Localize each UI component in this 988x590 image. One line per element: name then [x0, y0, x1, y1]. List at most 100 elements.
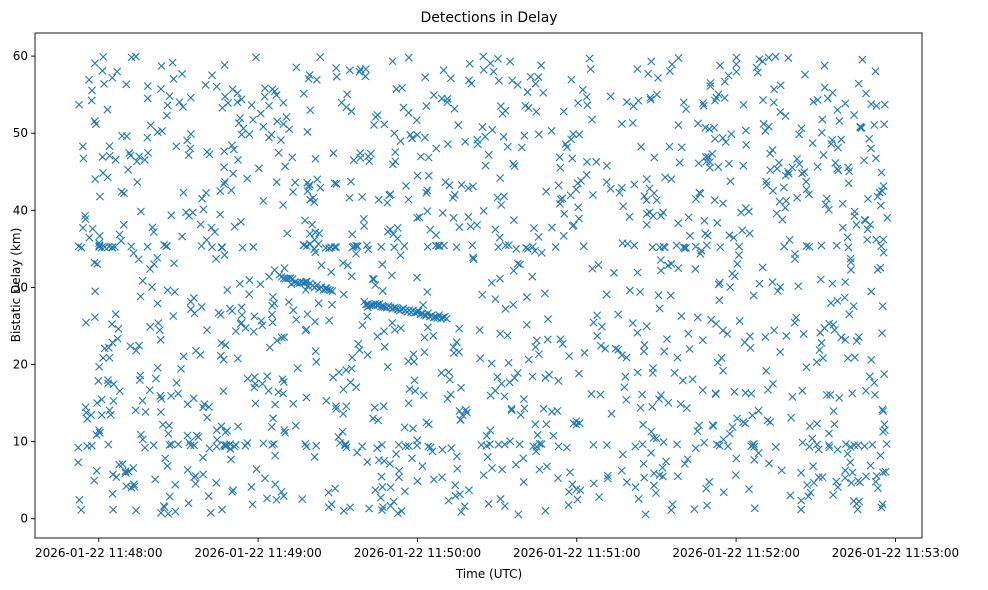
- scatter-point: [301, 216, 310, 225]
- scatter-point: [178, 69, 187, 78]
- scatter-point: [361, 65, 370, 74]
- scatter-point: [429, 331, 438, 340]
- scatter-point: [640, 473, 649, 482]
- scatter-point: [330, 243, 339, 252]
- scatter-point: [821, 200, 830, 209]
- scatter-point: [267, 422, 276, 431]
- scatter-point: [843, 354, 852, 363]
- scatter-point: [103, 376, 112, 385]
- x-tick-label: 2026-01-22 11:50:00: [354, 546, 481, 560]
- scatter-point: [641, 510, 650, 519]
- scatter-point: [554, 181, 563, 190]
- scatter-point: [268, 440, 277, 449]
- scatter-point: [720, 93, 729, 102]
- scatter-point: [715, 296, 724, 305]
- scatter-point: [149, 441, 158, 450]
- scatter-point: [848, 468, 857, 477]
- scatter-point: [603, 441, 611, 449]
- scatter-point: [770, 326, 779, 335]
- scatter-point: [129, 249, 138, 258]
- scatter-point: [727, 130, 736, 139]
- scatter-point: [565, 468, 574, 477]
- scatter-point: [208, 243, 217, 252]
- scatter-point: [404, 195, 413, 204]
- scatter-point: [797, 124, 806, 133]
- scatter-point: [431, 313, 440, 321]
- scatter-point: [769, 98, 778, 107]
- scatter-point: [293, 364, 302, 373]
- scatter-point: [172, 378, 181, 387]
- scatter-point: [362, 241, 371, 250]
- scatter-point: [112, 473, 121, 482]
- scatter-point: [880, 100, 889, 109]
- scatter-point: [633, 65, 642, 74]
- scatter-point: [332, 404, 341, 413]
- scatter-point: [856, 122, 865, 131]
- scatter-point: [153, 363, 162, 372]
- scatter-point: [268, 292, 277, 301]
- scatter-point: [790, 318, 799, 327]
- scatter-point: [233, 155, 242, 164]
- scatter-point: [808, 434, 817, 443]
- scatter-point: [500, 392, 509, 401]
- scatter-point: [617, 183, 626, 192]
- scatter-point: [522, 293, 531, 302]
- scatter-point: [607, 409, 616, 418]
- scatter-point: [423, 242, 432, 251]
- scatter-point: [634, 494, 643, 503]
- scatter-point: [249, 327, 258, 336]
- scatter-point: [190, 441, 199, 450]
- scatter-point: [713, 218, 722, 227]
- scatter-point: [618, 450, 627, 459]
- scatter-point: [207, 223, 216, 232]
- scatter-point: [670, 368, 679, 377]
- scatter-point: [406, 130, 415, 139]
- scatter-point: [402, 181, 411, 190]
- scatter-point: [259, 122, 268, 131]
- scatter-point: [715, 278, 724, 287]
- scatter-point: [165, 440, 174, 449]
- scatter-point: [165, 492, 174, 501]
- scatter-point: [353, 448, 362, 457]
- scatter-point: [794, 282, 803, 291]
- scatter-point: [186, 93, 195, 102]
- scatter-point: [186, 441, 195, 450]
- scatter-point: [586, 65, 595, 74]
- scatter-point: [220, 61, 229, 70]
- scatter-point: [742, 140, 751, 149]
- scatter-point: [494, 440, 503, 449]
- scatter-point: [279, 492, 288, 501]
- scatter-point: [134, 255, 143, 264]
- scatter-point: [332, 243, 341, 252]
- scatter-point: [642, 196, 651, 205]
- scatter-point: [732, 53, 741, 62]
- scatter-point: [726, 283, 735, 292]
- scatter-point: [230, 222, 239, 231]
- scatter-point: [438, 473, 447, 482]
- scatter-point: [739, 100, 748, 109]
- scatter-point: [860, 442, 869, 451]
- scatter-point: [854, 441, 863, 450]
- scatter-point: [862, 472, 871, 481]
- scatter-point: [657, 211, 666, 220]
- scatter-point: [782, 196, 791, 205]
- scatter-point: [636, 287, 645, 296]
- scatter-point: [299, 89, 308, 98]
- scatter-point: [135, 152, 144, 161]
- scatter-point: [622, 353, 631, 362]
- scatter-point: [115, 230, 124, 239]
- scatter-point: [301, 277, 310, 286]
- scatter-point: [523, 244, 532, 253]
- scatter-point: [806, 488, 815, 497]
- scatter-point: [182, 208, 191, 217]
- scatter-point: [133, 178, 142, 187]
- scatter-point: [707, 315, 716, 324]
- x-tick-label: 2026-01-22 11:49:00: [194, 546, 321, 560]
- scatter-point: [559, 231, 568, 240]
- scatter-point: [700, 216, 709, 225]
- scatter-point: [768, 186, 777, 195]
- scatter-point: [377, 472, 386, 481]
- scatter-point: [216, 210, 225, 219]
- scatter-point: [393, 509, 402, 518]
- scatter-point: [458, 411, 467, 420]
